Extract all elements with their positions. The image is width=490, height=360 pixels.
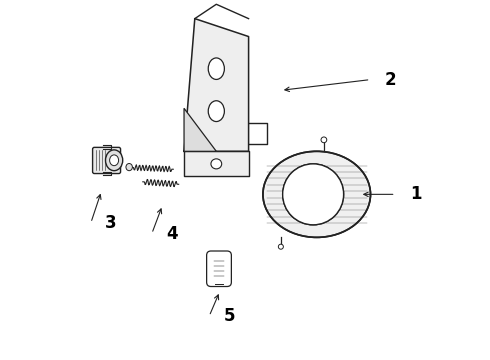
Polygon shape	[184, 108, 216, 151]
Text: 3: 3	[105, 214, 117, 232]
Ellipse shape	[321, 137, 327, 143]
Ellipse shape	[211, 159, 221, 169]
Ellipse shape	[283, 164, 343, 225]
Ellipse shape	[208, 101, 224, 122]
Ellipse shape	[110, 155, 119, 166]
FancyBboxPatch shape	[93, 147, 121, 174]
Ellipse shape	[208, 58, 224, 80]
Polygon shape	[184, 19, 248, 151]
Ellipse shape	[263, 151, 370, 237]
Text: 2: 2	[385, 71, 396, 89]
Polygon shape	[184, 151, 248, 176]
Text: 1: 1	[410, 185, 421, 203]
Ellipse shape	[126, 163, 132, 171]
Ellipse shape	[278, 244, 283, 249]
Text: 4: 4	[166, 225, 178, 243]
Ellipse shape	[105, 150, 122, 171]
FancyBboxPatch shape	[207, 251, 231, 287]
Ellipse shape	[283, 164, 343, 225]
Text: 5: 5	[223, 307, 235, 325]
